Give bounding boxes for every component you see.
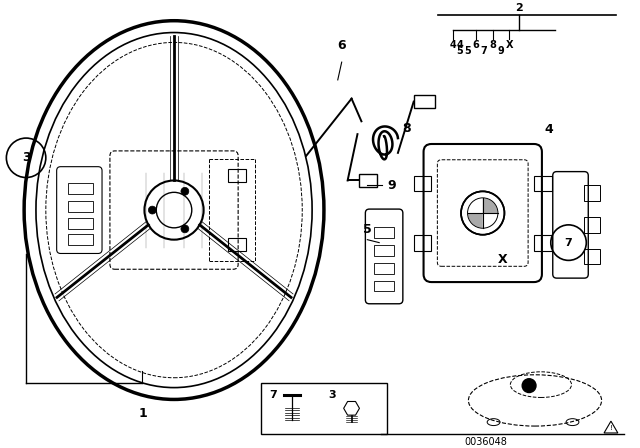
Text: 9: 9 xyxy=(497,46,504,56)
Text: 4: 4 xyxy=(450,40,456,51)
Text: !: ! xyxy=(609,425,612,431)
Circle shape xyxy=(522,379,536,392)
Bar xyxy=(534,176,552,191)
Text: 7: 7 xyxy=(564,237,572,248)
Text: X: X xyxy=(506,40,513,51)
Text: 6: 6 xyxy=(337,39,346,52)
Text: 9: 9 xyxy=(387,179,396,192)
Bar xyxy=(228,168,246,182)
Bar xyxy=(67,201,93,211)
Bar xyxy=(584,249,600,264)
Text: 0036048: 0036048 xyxy=(464,437,507,447)
Text: 4: 4 xyxy=(545,123,553,136)
Bar xyxy=(413,95,435,108)
Circle shape xyxy=(181,187,189,195)
Wedge shape xyxy=(483,198,497,213)
Bar xyxy=(228,238,246,251)
Bar xyxy=(374,245,394,256)
Text: 3: 3 xyxy=(22,151,31,164)
Text: 4: 4 xyxy=(457,40,463,51)
Bar xyxy=(374,227,394,238)
Bar xyxy=(534,235,552,250)
Bar xyxy=(360,173,377,187)
Circle shape xyxy=(148,206,156,214)
Bar xyxy=(413,176,431,191)
Text: 5: 5 xyxy=(465,46,471,56)
Bar xyxy=(67,219,93,229)
Bar xyxy=(584,217,600,233)
Text: 8: 8 xyxy=(489,40,496,51)
Text: 5: 5 xyxy=(363,223,372,236)
Wedge shape xyxy=(468,213,483,228)
Bar xyxy=(67,234,93,245)
Bar xyxy=(413,235,431,250)
Text: 2: 2 xyxy=(515,3,523,13)
Text: 7: 7 xyxy=(269,389,276,400)
Bar xyxy=(261,383,387,434)
Text: 3: 3 xyxy=(328,389,335,400)
Text: 1: 1 xyxy=(138,407,147,420)
Bar xyxy=(584,185,600,201)
Bar xyxy=(67,183,93,194)
Text: X: X xyxy=(498,253,508,266)
Circle shape xyxy=(181,225,189,233)
Bar xyxy=(374,280,394,292)
Text: 6: 6 xyxy=(472,40,479,51)
Bar xyxy=(374,263,394,274)
Text: 8: 8 xyxy=(403,122,411,135)
Text: 5: 5 xyxy=(457,46,463,56)
Text: 7: 7 xyxy=(481,46,487,56)
